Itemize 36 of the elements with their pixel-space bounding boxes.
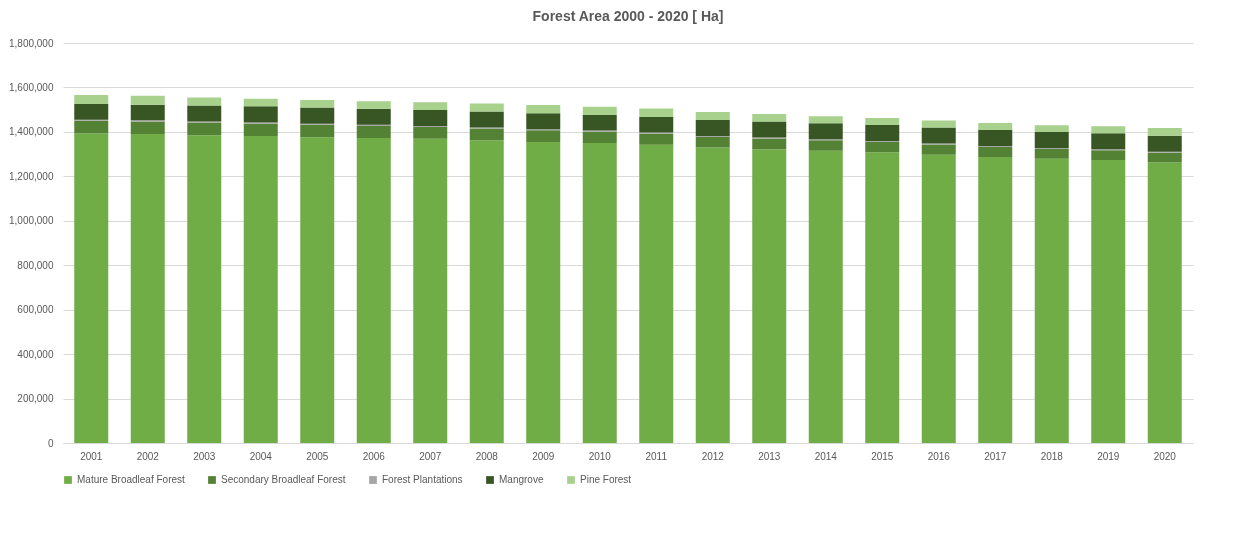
- x-tick-label: 2008: [475, 450, 499, 462]
- x-tick-label: 2016: [927, 450, 951, 462]
- x-tick-label: 2002: [136, 450, 160, 462]
- y-tick-label: 600,000: [17, 304, 54, 316]
- x-tick-label: 2019: [1097, 450, 1120, 462]
- x-tick-label: 2010: [588, 450, 612, 462]
- x-tick-label: 2014: [814, 450, 838, 462]
- y-tick-label: 0: [47, 437, 54, 449]
- y-tick-label: 1,600,000: [9, 81, 54, 93]
- x-tick-label: 2001: [80, 450, 103, 462]
- legend-label: Mature Broadleaf Forest: [77, 474, 186, 485]
- y-tick-label: 1,000,000: [9, 215, 54, 227]
- x-tick-label: 2006: [362, 450, 386, 462]
- legend-label: Secondary Broadleaf Forest: [221, 474, 346, 485]
- x-tick-label: 2005: [306, 450, 329, 462]
- y-tick-label: 1,200,000: [9, 170, 54, 182]
- y-tick-label: 1,800,000: [9, 37, 54, 49]
- y-tick-label: 800,000: [17, 259, 54, 271]
- x-tick-label: 2003: [193, 450, 216, 462]
- legend-label: Forest Plantations: [382, 474, 463, 485]
- x-tick-label: 2018: [1040, 450, 1064, 462]
- legend-label: Mangrove: [499, 474, 544, 485]
- chart-title: Forest Area 2000 - 2020 [ Ha]: [532, 8, 724, 24]
- x-tick-label: 2020: [1153, 450, 1177, 462]
- x-tick-label: 2017: [984, 450, 1007, 462]
- y-tick-label: 400,000: [17, 348, 54, 360]
- x-tick-label: 2011: [645, 450, 668, 462]
- y-tick-label: 200,000: [17, 393, 54, 405]
- x-tick-label: 2009: [532, 450, 555, 462]
- x-tick-label: 2012: [701, 450, 725, 462]
- y-tick-label: 1,400,000: [9, 126, 54, 138]
- legend-label: Pine Forest: [580, 474, 632, 485]
- x-tick-label: 2015: [871, 450, 894, 462]
- x-tick-label: 2004: [249, 450, 273, 462]
- x-tick-label: 2007: [419, 450, 442, 462]
- x-tick-label: 2013: [758, 450, 781, 462]
